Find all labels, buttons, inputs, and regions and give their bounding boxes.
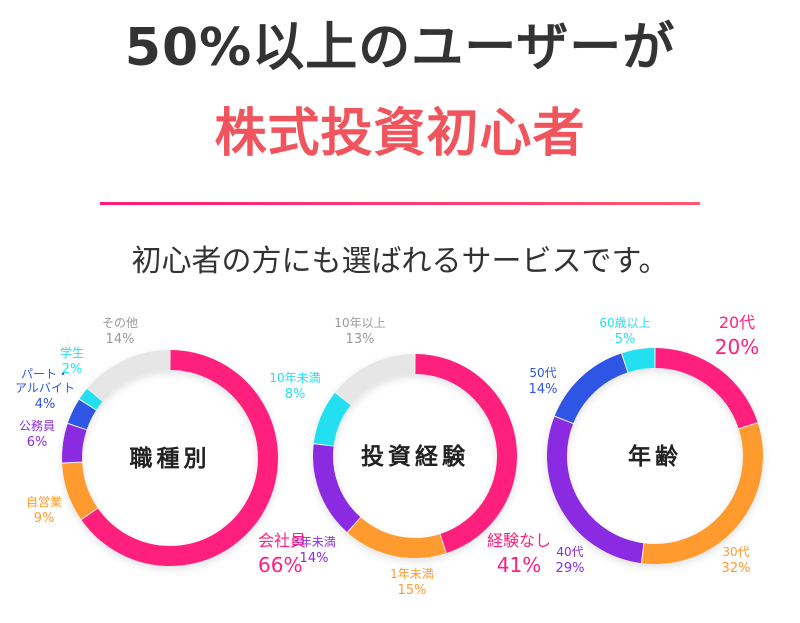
donut-slice-2 [547, 416, 644, 564]
slice-label-name: 10年未満 [269, 371, 320, 385]
donut-slice-1 [347, 517, 446, 558]
donut-slice-3 [67, 399, 97, 430]
donut-slice-3 [313, 392, 351, 447]
slice-label-name: 10年以上 [334, 316, 385, 330]
slice-label-value: 66% [258, 553, 302, 577]
slice-label-name: 経験なし [487, 531, 551, 550]
slice-label-value: 32% [722, 561, 751, 576]
donut-slice-3 [554, 353, 628, 424]
slice-label-value: 5% [615, 332, 636, 347]
donut-slice-4 [335, 354, 415, 405]
slice-label-name: 60歳以上 [599, 316, 650, 330]
slice-label-name: 30代 [722, 545, 749, 559]
slice-label-value: 8% [285, 387, 306, 402]
donut-slice-1 [62, 462, 98, 520]
slice-label-name: 公務員 [19, 419, 55, 433]
donut-center-title: 投資経験 [361, 443, 469, 470]
slice-label-name: その他 [102, 316, 138, 330]
donut-center-title: 年齢 [628, 443, 682, 470]
slice-label-name: 自営業 [26, 495, 62, 509]
slice-label-value: 41% [497, 553, 541, 577]
headline-accent: 株式投資初心者 [214, 104, 586, 164]
slice-label-name: パート・ [21, 367, 69, 381]
slice-label-value: 9% [34, 511, 55, 526]
donut-slice-2 [62, 423, 87, 463]
donut-slice-5 [87, 350, 170, 402]
slice-label-name: 20代 [719, 313, 755, 332]
slice-label-name: アルバイト [15, 381, 75, 395]
donut-slice-1 [642, 423, 763, 564]
subheadline: 初心者の方にも選ばれるサービスです。 [131, 244, 669, 279]
donut-slice-0 [655, 348, 758, 429]
donut-slice-4 [79, 388, 103, 410]
slice-label-value: 4% [35, 397, 56, 412]
slice-label-value: 14% [106, 332, 135, 347]
slice-label-value: 13% [346, 332, 375, 347]
donut-chart-age: 年齢 20代 20% 30代 32% 40代 29% 50代 14% 60歳以上 5% [529, 313, 763, 576]
slice-label-name: 50代 [529, 366, 556, 380]
slice-label-value: 6% [27, 435, 48, 450]
slice-label-value: 20% [715, 335, 759, 359]
slice-label-name: 1年未満 [390, 567, 434, 581]
slice-label-value: 15% [398, 583, 427, 598]
donut-center-title: 職種別 [130, 445, 211, 472]
slice-label-value: 14% [529, 382, 558, 397]
slice-label-name: 3年未満 [292, 535, 336, 549]
slice-label-name: 40代 [556, 545, 583, 559]
slice-label-value: 2% [62, 362, 83, 377]
headline-primary: 50%以上のユーザーが [124, 18, 676, 78]
slice-label-name: 学生 [60, 345, 84, 360]
donut-slice-2 [313, 444, 361, 532]
slice-label-name: 会社員 [258, 531, 306, 550]
headline-divider [100, 202, 700, 205]
slice-label-value: 29% [556, 561, 585, 576]
slice-label-value: 14% [300, 551, 329, 566]
donut-slice-4 [622, 348, 655, 373]
donut-slice-0 [81, 350, 278, 566]
donut-slice-0 [415, 354, 517, 553]
